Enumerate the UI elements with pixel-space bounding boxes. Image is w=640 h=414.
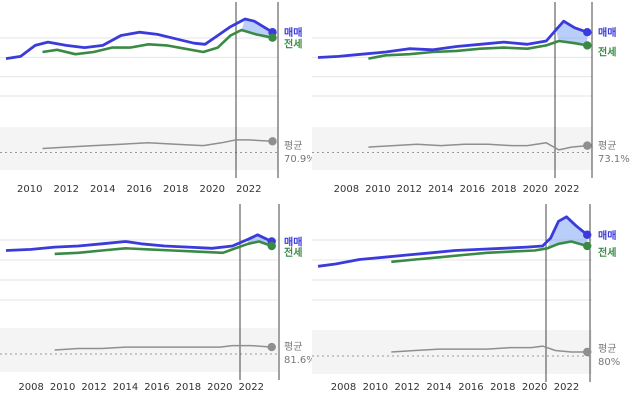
jeonse-series-label: 전세 <box>598 246 616 259</box>
ratio-series-line <box>54 344 272 351</box>
x-tick-label: 2008 <box>331 382 356 393</box>
ratio-band <box>312 330 592 374</box>
jeonse-series-label: 전세 <box>284 38 302 51</box>
jeonse-end-point <box>268 33 277 42</box>
avg-label: 평균 <box>284 140 302 152</box>
ratio-series-line <box>391 345 588 353</box>
sale-end-point <box>583 230 592 239</box>
x-tick-label: 2020 <box>523 184 548 195</box>
jeonse-end-point <box>267 241 276 251</box>
sale-end-point <box>583 28 592 37</box>
x-tick-label: 2022 <box>236 184 261 195</box>
sale-series-line <box>317 215 589 268</box>
sale-series-line <box>5 233 273 252</box>
jeonse-series-line <box>54 240 273 256</box>
x-tick-label: 2018 <box>176 382 201 393</box>
x-tick-label: 2012 <box>397 184 422 195</box>
x-tick-label: 2018 <box>490 382 515 393</box>
jeonse-series-label: 전세 <box>598 45 616 58</box>
jeonse-series-label: 전세 <box>284 246 302 259</box>
x-tick-label: 2020 <box>522 382 547 393</box>
ratio-series-line <box>368 142 588 151</box>
avg-value-label: 81.6% <box>284 355 316 366</box>
sale-series-line <box>5 17 274 60</box>
x-tick-label: 2010 <box>17 184 42 195</box>
ratio-end-point <box>583 141 592 150</box>
avg-label: 평균 <box>598 343 616 355</box>
sale-series-label: 매매 <box>284 236 302 249</box>
x-tick-label: 2018 <box>491 184 516 195</box>
ratio-series-line <box>42 139 273 150</box>
x-tick-label: 2020 <box>207 382 232 393</box>
avg-value-label: 70.9% <box>284 154 316 165</box>
x-tick-label: 2016 <box>458 382 483 393</box>
x-tick-label: 2022 <box>239 382 264 393</box>
ratio-band <box>312 127 592 170</box>
x-tick-label: 2010 <box>50 382 75 393</box>
ratio-end-point <box>268 137 277 146</box>
jeonse-end-point <box>583 241 592 251</box>
gap-area <box>241 19 273 38</box>
jeonse-series-line <box>391 240 588 264</box>
ratio-end-point <box>583 347 592 357</box>
x-tick-label: 2012 <box>81 382 106 393</box>
x-tick-label: 2008 <box>334 184 359 195</box>
jeonse-end-point <box>583 41 592 50</box>
avg-label: 평균 <box>284 341 302 353</box>
x-tick-label: 2014 <box>113 382 138 393</box>
x-tick-label: 2014 <box>426 382 451 393</box>
x-tick-label: 2012 <box>54 184 79 195</box>
x-tick-label: 2022 <box>554 184 579 195</box>
jeonse-series-line <box>42 28 273 56</box>
avg-label: 평균 <box>598 140 616 152</box>
x-tick-label: 2008 <box>18 382 43 393</box>
x-tick-label: 2020 <box>200 184 225 195</box>
x-tick-label: 2016 <box>127 184 152 195</box>
x-tick-label: 2014 <box>90 184 115 195</box>
gap-area <box>555 21 588 46</box>
x-tick-label: 2018 <box>163 184 188 195</box>
ratio-end-point <box>267 342 276 352</box>
avg-value-label: 73.1% <box>598 154 630 165</box>
x-tick-label: 2010 <box>363 382 388 393</box>
x-tick-label: 2014 <box>428 184 453 195</box>
jeonse-series-line <box>368 39 588 60</box>
x-tick-label: 2022 <box>554 382 579 393</box>
x-tick-label: 2016 <box>460 184 485 195</box>
x-tick-label: 2012 <box>394 382 419 393</box>
x-tick-label: 2010 <box>365 184 390 195</box>
sale-series-line <box>317 19 588 59</box>
avg-value-label: 80% <box>598 357 620 368</box>
ratio-band <box>0 328 278 372</box>
sale-series-label: 매매 <box>598 229 616 242</box>
sale-series-label: 매매 <box>284 26 302 39</box>
x-tick-label: 2016 <box>144 382 169 393</box>
sale-series-label: 매매 <box>598 26 616 39</box>
